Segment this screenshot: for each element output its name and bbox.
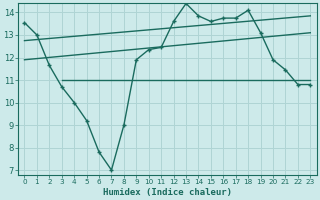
X-axis label: Humidex (Indice chaleur): Humidex (Indice chaleur) [103, 188, 232, 197]
